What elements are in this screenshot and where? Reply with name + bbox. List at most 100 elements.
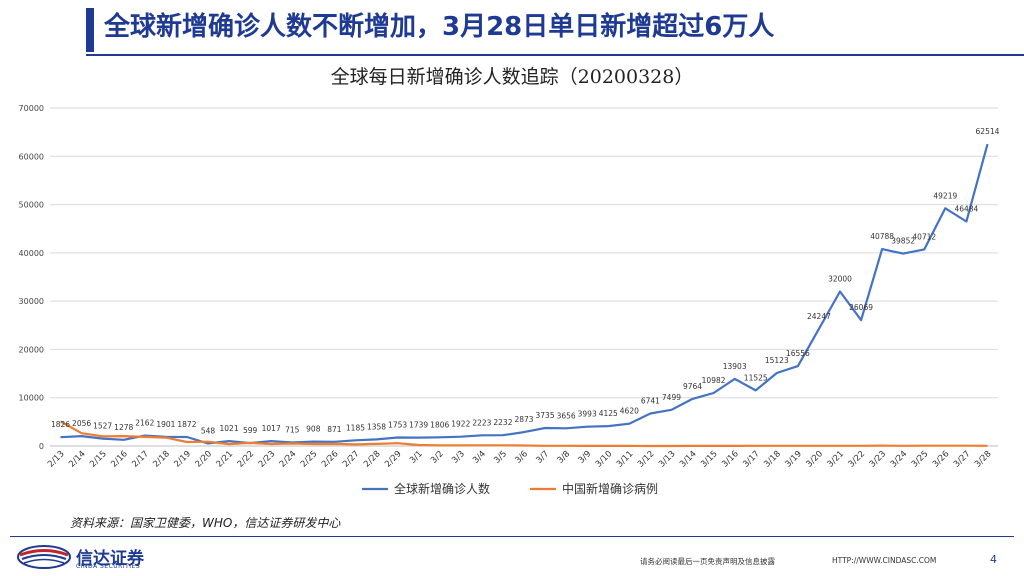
company-name: 信达证券: [76, 549, 144, 569]
data-label: 2162: [135, 419, 154, 428]
x-tick-label: 2/18: [151, 449, 172, 470]
data-label: 715: [285, 426, 300, 435]
x-tick-label: 2/29: [383, 449, 404, 470]
data-label: 1527: [93, 422, 112, 431]
x-tick-label: 3/20: [804, 449, 825, 470]
x-tick-label: 3/21: [826, 449, 847, 470]
data-label: 9764: [683, 382, 702, 391]
data-label: 16556: [786, 349, 810, 358]
x-tick-label: 3/26: [931, 449, 952, 470]
y-tick-label: 60000: [19, 152, 44, 161]
x-tick-label: 2/13: [46, 449, 67, 470]
company-name-en: CINDA SECURITIES: [76, 563, 141, 570]
x-tick-label: 3/28: [973, 449, 994, 470]
chart-legend: 全球新增确诊人数 中国新增确诊病例: [362, 481, 658, 496]
x-tick-label: 3/1: [408, 449, 425, 466]
x-tick-label: 3/18: [762, 449, 783, 470]
x-tick-label: 3/16: [720, 449, 741, 470]
source-note: 资料来源：国家卫健委，WHO，信达证券研发中心: [70, 516, 341, 530]
x-tick-label: 3/4: [471, 449, 488, 466]
x-tick-label: 2/20: [194, 449, 215, 470]
data-label: 4620: [620, 407, 639, 416]
x-tick-label: 3/10: [594, 449, 615, 470]
x-tick-label: 2/24: [278, 449, 299, 470]
x-tick-label: 2/26: [320, 449, 341, 470]
x-tick-label: 2/27: [341, 449, 362, 470]
x-tick-label: 3/11: [615, 449, 636, 470]
x-tick-label: 2/22: [236, 449, 257, 470]
data-label: 548: [201, 426, 216, 435]
website-url: HTTP://WWW.CINDASC.COM: [832, 556, 937, 565]
x-axis: 2/13 2/14 2/15 2/16 2/17 2/18 2/19 2/20 2/21 2/22…: [46, 449, 994, 470]
x-tick-label: 2/21: [215, 449, 236, 470]
data-label: 2223: [472, 418, 491, 427]
chart-grid: [50, 107, 998, 447]
page-number: 4: [990, 553, 997, 566]
data-label: 40712: [912, 232, 936, 241]
data-label: 24247: [807, 312, 831, 321]
x-tick-label: 3/14: [678, 449, 699, 470]
data-label: 871: [327, 425, 342, 434]
title-divider: [86, 54, 1024, 56]
y-axis: 0 10000 20000 30000 40000 50000 60000 70000: [19, 104, 44, 451]
data-label: 7499: [662, 393, 681, 402]
data-label: 1753: [388, 421, 407, 430]
slide-title: 全球新增确诊人数不断增加，3月28日单日新增超过6万人: [104, 12, 775, 42]
data-label: 1017: [262, 424, 281, 433]
line-chart: 0 10000 20000 30000 40000 50000 60000 70000 2/1…: [19, 104, 1000, 496]
x-tick-label: 3/7: [534, 449, 551, 466]
data-label: 1922: [451, 420, 470, 429]
legend-entry: 全球新增确诊人数: [394, 481, 490, 496]
data-label: 599: [243, 426, 258, 435]
x-tick-label: 3/13: [657, 449, 678, 470]
data-label: 62514: [976, 127, 1000, 136]
x-tick-label: 3/17: [741, 449, 762, 470]
data-label: 13903: [723, 362, 747, 371]
data-label: 49219: [933, 191, 957, 200]
x-tick-label: 3/8: [556, 449, 573, 466]
x-tick-label: 3/27: [952, 449, 973, 470]
data-label: 3735: [536, 411, 555, 420]
data-label: 1358: [367, 422, 386, 431]
company-logo-icon: [17, 545, 71, 569]
data-label: 4125: [599, 409, 618, 418]
data-label: 46484: [954, 205, 978, 214]
data-label: 26069: [849, 303, 873, 312]
x-tick-label: 3/3: [450, 449, 467, 466]
data-label: 3993: [578, 410, 597, 419]
x-tick-label: 3/6: [513, 449, 530, 466]
x-tick-label: 3/22: [847, 449, 868, 470]
data-label: 32000: [828, 274, 852, 283]
legend-entry: 中国新增确诊病例: [562, 481, 658, 496]
x-tick-label: 2/19: [172, 449, 193, 470]
x-tick-label: 3/25: [910, 449, 931, 470]
x-tick-label: 3/2: [429, 449, 446, 466]
x-tick-label: 3/23: [868, 449, 889, 470]
x-tick-label: 3/19: [783, 449, 804, 470]
y-tick-label: 50000: [19, 201, 44, 210]
series-line-china: [59, 420, 988, 448]
data-label: 1901: [156, 420, 175, 429]
data-label: 1185: [346, 423, 365, 432]
x-tick-label: 2/15: [88, 449, 109, 470]
y-tick-label: 40000: [19, 249, 44, 258]
x-tick-label: 3/12: [636, 449, 657, 470]
x-tick-label: 2/17: [130, 449, 151, 470]
y-tick-label: 70000: [19, 104, 44, 113]
x-tick-label: 3/15: [699, 449, 720, 470]
chart-series: [59, 143, 989, 448]
data-label: 908: [306, 425, 321, 434]
data-label: 2873: [514, 415, 533, 424]
data-label: 10982: [702, 376, 726, 385]
y-tick-label: 20000: [19, 345, 44, 354]
data-label: 39852: [891, 237, 915, 246]
title-accent-bar: [86, 8, 94, 52]
data-label: 40788: [870, 232, 894, 241]
data-label: 1872: [177, 420, 196, 429]
x-tick-label: 2/16: [109, 449, 130, 470]
data-label: 3656: [557, 411, 576, 420]
x-tick-label: 2/28: [362, 449, 383, 470]
data-label: 2056: [72, 419, 91, 428]
data-label: 1021: [220, 424, 239, 433]
y-tick-label: 10000: [19, 394, 44, 403]
